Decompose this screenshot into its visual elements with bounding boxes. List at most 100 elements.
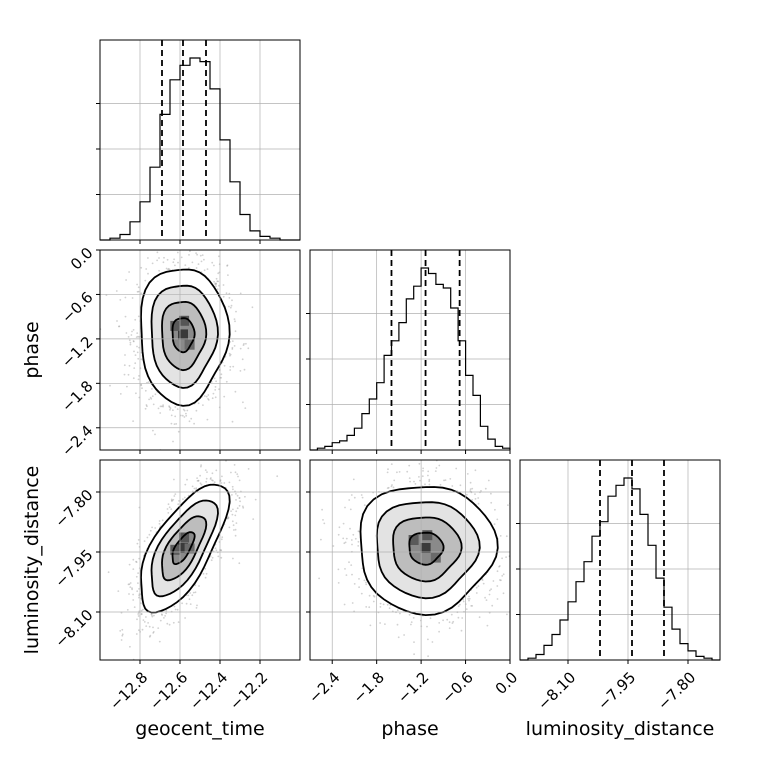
scatter-point bbox=[189, 603, 192, 605]
scatter-point bbox=[218, 255, 220, 258]
scatter-point bbox=[234, 447, 236, 449]
scatter-point bbox=[351, 573, 353, 576]
scatter-point bbox=[151, 526, 154, 529]
scatter-point bbox=[471, 487, 474, 490]
scatter-point bbox=[229, 354, 231, 357]
scatter-point bbox=[350, 494, 353, 496]
scatter-point bbox=[428, 483, 431, 486]
scatter-point bbox=[247, 468, 250, 470]
scatter-point bbox=[145, 616, 147, 618]
scatter-point bbox=[231, 299, 233, 302]
scatter-point bbox=[133, 350, 135, 353]
scatter-point bbox=[200, 465, 202, 468]
scatter-point bbox=[239, 500, 242, 503]
scatter-point bbox=[158, 522, 161, 525]
scatter-point bbox=[134, 354, 137, 356]
scatter-point bbox=[170, 498, 173, 501]
scatter-point bbox=[233, 529, 235, 531]
scatter-point bbox=[332, 545, 335, 547]
joint-panel-geocent_time-vs-luminosity_distance bbox=[96, 447, 301, 664]
scatter-point bbox=[228, 305, 230, 308]
scatter-point bbox=[209, 478, 212, 480]
scatter-point bbox=[414, 483, 417, 485]
scatter-point bbox=[448, 627, 451, 630]
scatter-point bbox=[352, 478, 355, 481]
scatter-point bbox=[446, 618, 449, 621]
scatter-point bbox=[165, 609, 168, 612]
scatter-point bbox=[137, 539, 140, 541]
scatter-point bbox=[428, 480, 431, 483]
scatter-point bbox=[238, 479, 241, 482]
scatter-point bbox=[159, 412, 162, 414]
scatter-point bbox=[189, 592, 192, 594]
scatter-point bbox=[215, 380, 218, 383]
scatter-point bbox=[144, 389, 147, 392]
scatter-point bbox=[207, 398, 209, 400]
scatter-point bbox=[141, 387, 143, 390]
scatter-point bbox=[156, 251, 159, 254]
scatter-point bbox=[427, 474, 429, 477]
scatter-point bbox=[467, 598, 469, 600]
scatter-point bbox=[234, 320, 236, 323]
scatter-point bbox=[494, 508, 496, 511]
scatter-point bbox=[348, 561, 350, 564]
scatter-point bbox=[182, 408, 185, 411]
scatter-point bbox=[135, 336, 138, 338]
scatter-point bbox=[197, 263, 200, 265]
scatter-point bbox=[222, 295, 225, 298]
scatter-point bbox=[220, 373, 223, 376]
scatter-point bbox=[496, 598, 499, 600]
scatter-point bbox=[191, 261, 194, 264]
scatter-point bbox=[135, 633, 138, 635]
panel-content bbox=[107, 447, 279, 660]
scatter-point bbox=[234, 534, 237, 537]
scatter-point bbox=[234, 330, 237, 333]
scatter-point bbox=[241, 358, 244, 361]
scatter-point bbox=[166, 622, 169, 625]
scatter-point bbox=[207, 394, 210, 396]
scatter-point bbox=[150, 398, 153, 400]
scatter-point bbox=[182, 498, 184, 500]
scatter-point bbox=[491, 604, 494, 607]
scatter-point bbox=[140, 613, 143, 616]
scatter-point bbox=[174, 264, 176, 267]
density-core bbox=[170, 315, 195, 350]
scatter-point bbox=[212, 392, 215, 395]
scatter-point bbox=[163, 617, 165, 619]
scatter-point bbox=[211, 261, 214, 264]
scatter-point bbox=[214, 386, 217, 388]
scatter-point bbox=[193, 487, 196, 490]
scatter-point bbox=[188, 420, 191, 423]
scatter-point bbox=[227, 274, 229, 276]
scatter-point bbox=[188, 254, 190, 256]
scatter-point bbox=[353, 496, 356, 499]
scatter-point bbox=[195, 487, 198, 490]
scatter-point bbox=[132, 377, 135, 380]
scatter-point bbox=[342, 537, 345, 540]
scatter-point bbox=[129, 586, 132, 588]
scatter-point bbox=[128, 583, 131, 586]
scatter-point bbox=[120, 639, 123, 641]
scatter-point bbox=[149, 396, 152, 399]
scatter-point bbox=[152, 626, 154, 629]
scatter-point bbox=[149, 634, 152, 637]
scatter-point bbox=[457, 605, 460, 608]
scatter-point bbox=[124, 296, 127, 299]
scatter-point bbox=[225, 380, 228, 383]
scatter-point bbox=[190, 417, 193, 420]
scatter-point bbox=[403, 634, 405, 636]
scatter-point bbox=[426, 625, 428, 628]
scatter-point bbox=[147, 257, 149, 259]
scatter-point bbox=[136, 542, 139, 545]
scatter-point bbox=[374, 456, 376, 458]
scatter-point bbox=[221, 536, 224, 539]
scatter-point bbox=[232, 557, 234, 560]
scatter-point bbox=[137, 615, 140, 617]
scatter-point bbox=[230, 471, 232, 474]
scatter-point bbox=[204, 576, 207, 579]
scatter-point bbox=[396, 609, 399, 612]
scatter-point bbox=[169, 407, 172, 410]
scatter-point bbox=[471, 499, 474, 501]
scatter-point bbox=[223, 482, 226, 484]
